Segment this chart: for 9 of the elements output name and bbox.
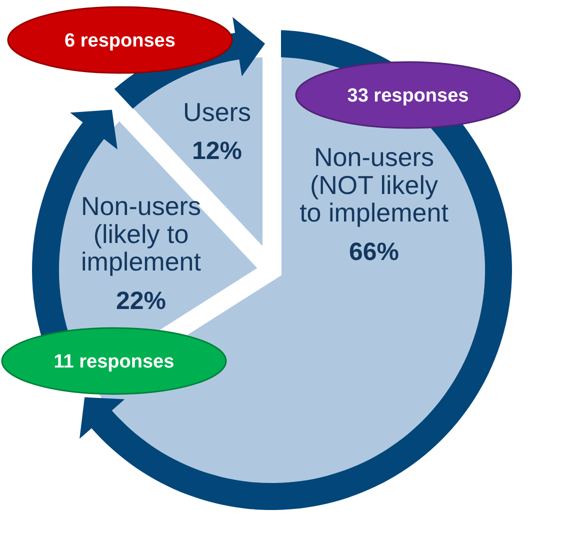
data-label: 33 responses <box>347 86 469 107</box>
data-label: 22% <box>116 286 166 315</box>
data-label: 12% <box>192 136 242 165</box>
slice-label: Non-users (likely to implement <box>81 191 202 277</box>
slice-label: Non-users (NOT likely to implement <box>300 142 450 228</box>
data-label: 6 responses <box>64 30 176 52</box>
data-label: 11 responses <box>54 352 174 373</box>
data-label: 66% <box>348 238 400 266</box>
slice-label: Users <box>183 96 251 127</box>
